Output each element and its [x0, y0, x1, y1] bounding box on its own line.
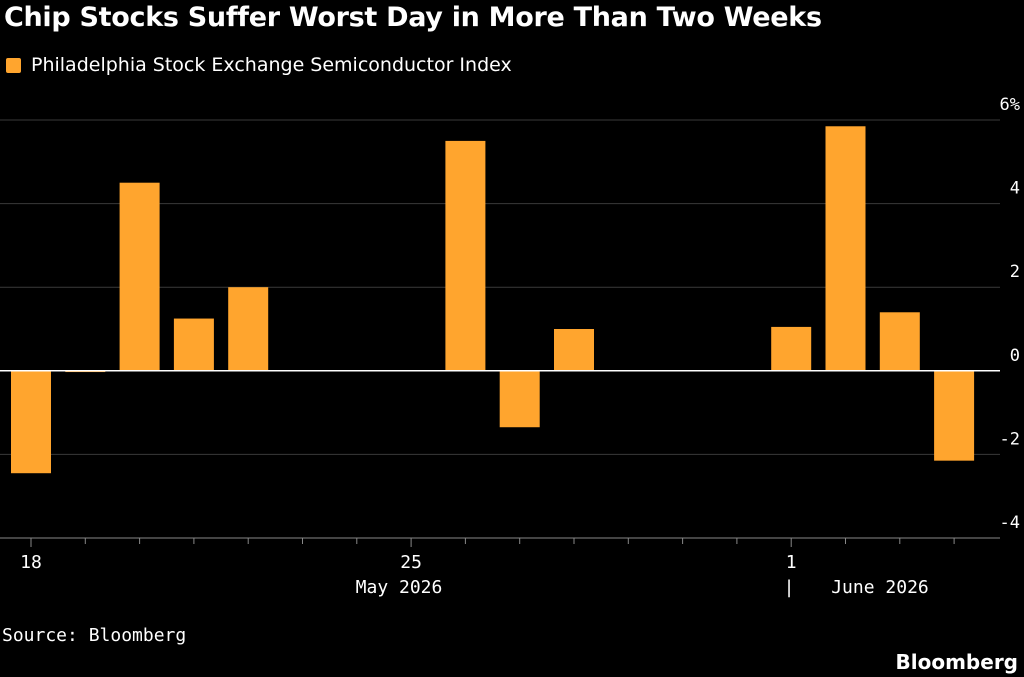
bar [499, 370, 540, 428]
bar [554, 329, 594, 371]
y-tick-label: 6% [1000, 95, 1020, 115]
bar [879, 312, 920, 371]
bar [825, 126, 866, 371]
bar [11, 370, 51, 474]
chart-title: Chip Stocks Suffer Worst Day in More Tha… [4, 2, 822, 33]
x-tick-label: 25 [400, 552, 422, 573]
legend-swatch [6, 57, 21, 73]
month-label: May 2026 [356, 577, 443, 598]
bar [119, 182, 160, 371]
x-tick-label: 1 [786, 552, 797, 573]
y-tick-label: 2 [1010, 262, 1020, 282]
y-tick-label: 0 [1010, 346, 1020, 366]
y-tick-label: -2 [1000, 429, 1020, 449]
bloomberg-logo: Bloomberg [895, 650, 1018, 674]
legend-label: Philadelphia Stock Exchange Semiconducto… [31, 54, 512, 76]
legend: Philadelphia Stock Exchange Semiconducto… [6, 54, 512, 76]
source-note: Source: Bloomberg [2, 625, 187, 646]
bar [445, 140, 486, 371]
y-tick-label: 4 [1010, 179, 1020, 199]
bar [228, 287, 269, 371]
bar [173, 318, 214, 371]
bar [771, 326, 812, 371]
month-divider: | [784, 577, 795, 598]
month-label: June 2026 [831, 577, 929, 598]
x-tick-label: 18 [20, 552, 42, 573]
y-tick-label: -4 [1000, 513, 1020, 533]
bar [934, 370, 975, 461]
